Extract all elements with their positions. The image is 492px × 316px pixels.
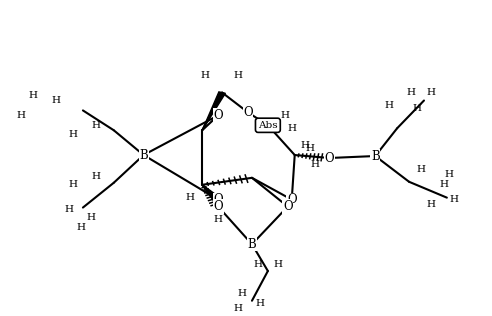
Text: H: H [439, 180, 448, 189]
Text: O: O [214, 200, 223, 213]
Text: H: H [417, 165, 426, 174]
Text: H: H [17, 111, 26, 120]
Text: O: O [283, 200, 293, 213]
Text: H: H [310, 161, 319, 169]
Text: H: H [92, 172, 100, 181]
Text: H: H [92, 121, 100, 130]
Text: H: H [29, 91, 38, 100]
Text: H: H [274, 259, 282, 269]
Text: H: H [234, 304, 243, 313]
Text: H: H [76, 223, 86, 232]
Text: H: H [427, 200, 435, 209]
Polygon shape [202, 92, 225, 130]
Text: H: H [234, 71, 243, 80]
Text: H: H [427, 88, 435, 97]
Text: B: B [371, 149, 380, 162]
Text: H: H [238, 289, 246, 298]
Text: H: H [305, 143, 314, 153]
Text: H: H [385, 101, 394, 110]
Text: H: H [255, 299, 264, 308]
Polygon shape [202, 185, 221, 201]
Text: B: B [139, 149, 148, 161]
Text: H: H [253, 259, 262, 269]
Text: O: O [287, 193, 297, 206]
Text: H: H [87, 213, 95, 222]
Text: B: B [247, 238, 256, 251]
Text: H: H [52, 96, 61, 105]
Text: O: O [325, 151, 335, 165]
Text: H: H [214, 215, 223, 224]
Text: Abs: Abs [258, 121, 277, 130]
Text: H: H [201, 71, 210, 80]
Text: H: H [287, 124, 296, 133]
Text: H: H [412, 104, 422, 113]
Text: H: H [300, 141, 309, 149]
Text: H: H [444, 170, 453, 179]
Text: H: H [68, 180, 77, 189]
Text: H: H [68, 130, 77, 139]
Text: H: H [280, 111, 289, 120]
Text: O: O [214, 109, 223, 122]
Text: H: H [449, 195, 459, 204]
Text: H: H [406, 88, 416, 97]
Text: H: H [64, 205, 73, 214]
Text: O: O [214, 193, 223, 206]
Text: H: H [186, 193, 195, 202]
Text: O: O [243, 106, 253, 119]
